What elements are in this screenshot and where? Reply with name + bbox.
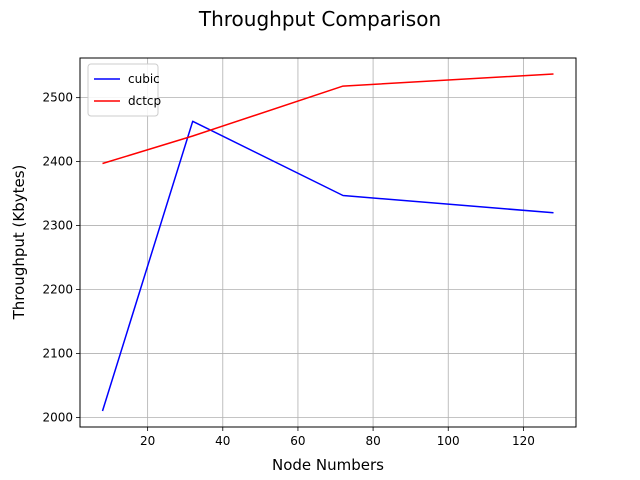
y-axis-label: Throughput (Kbytes) [10, 165, 28, 321]
legend-box [87, 63, 159, 117]
y-tick-label: 2200 [42, 283, 73, 297]
x-tick-label: 80 [365, 434, 380, 448]
y-axis-ticks: 2000 2100 2200 2300 2400 2500 [42, 91, 80, 424]
x-axis-ticks: 20 40 60 80 100 120 [140, 427, 535, 448]
x-tick-label: 60 [290, 434, 305, 448]
y-tick-label: 2400 [42, 155, 73, 169]
x-axis-label: Node Numbers [272, 456, 384, 474]
series-line-dctcp [102, 73, 554, 165]
y-tick-label: 2000 [42, 410, 73, 424]
grid-lines [80, 58, 576, 427]
legend-label-cubic: cubic [128, 72, 160, 86]
plot-frame [79, 57, 577, 428]
x-tick-label: 100 [437, 434, 460, 448]
series-line-cubic [101, 120, 554, 412]
x-tick-label: 120 [512, 434, 535, 448]
y-tick-label: 2500 [42, 91, 73, 105]
legend: cubic dctcp [87, 63, 161, 117]
chart-title: Throughput Comparison [198, 7, 441, 31]
plot-area [80, 58, 576, 427]
series-lines [101, 73, 554, 412]
y-tick-label: 2100 [42, 346, 73, 360]
y-tick-label: 2300 [42, 219, 73, 233]
x-tick-label: 20 [140, 434, 155, 448]
legend-label-dctcp: dctcp [128, 94, 161, 108]
x-tick-label: 40 [215, 434, 230, 448]
